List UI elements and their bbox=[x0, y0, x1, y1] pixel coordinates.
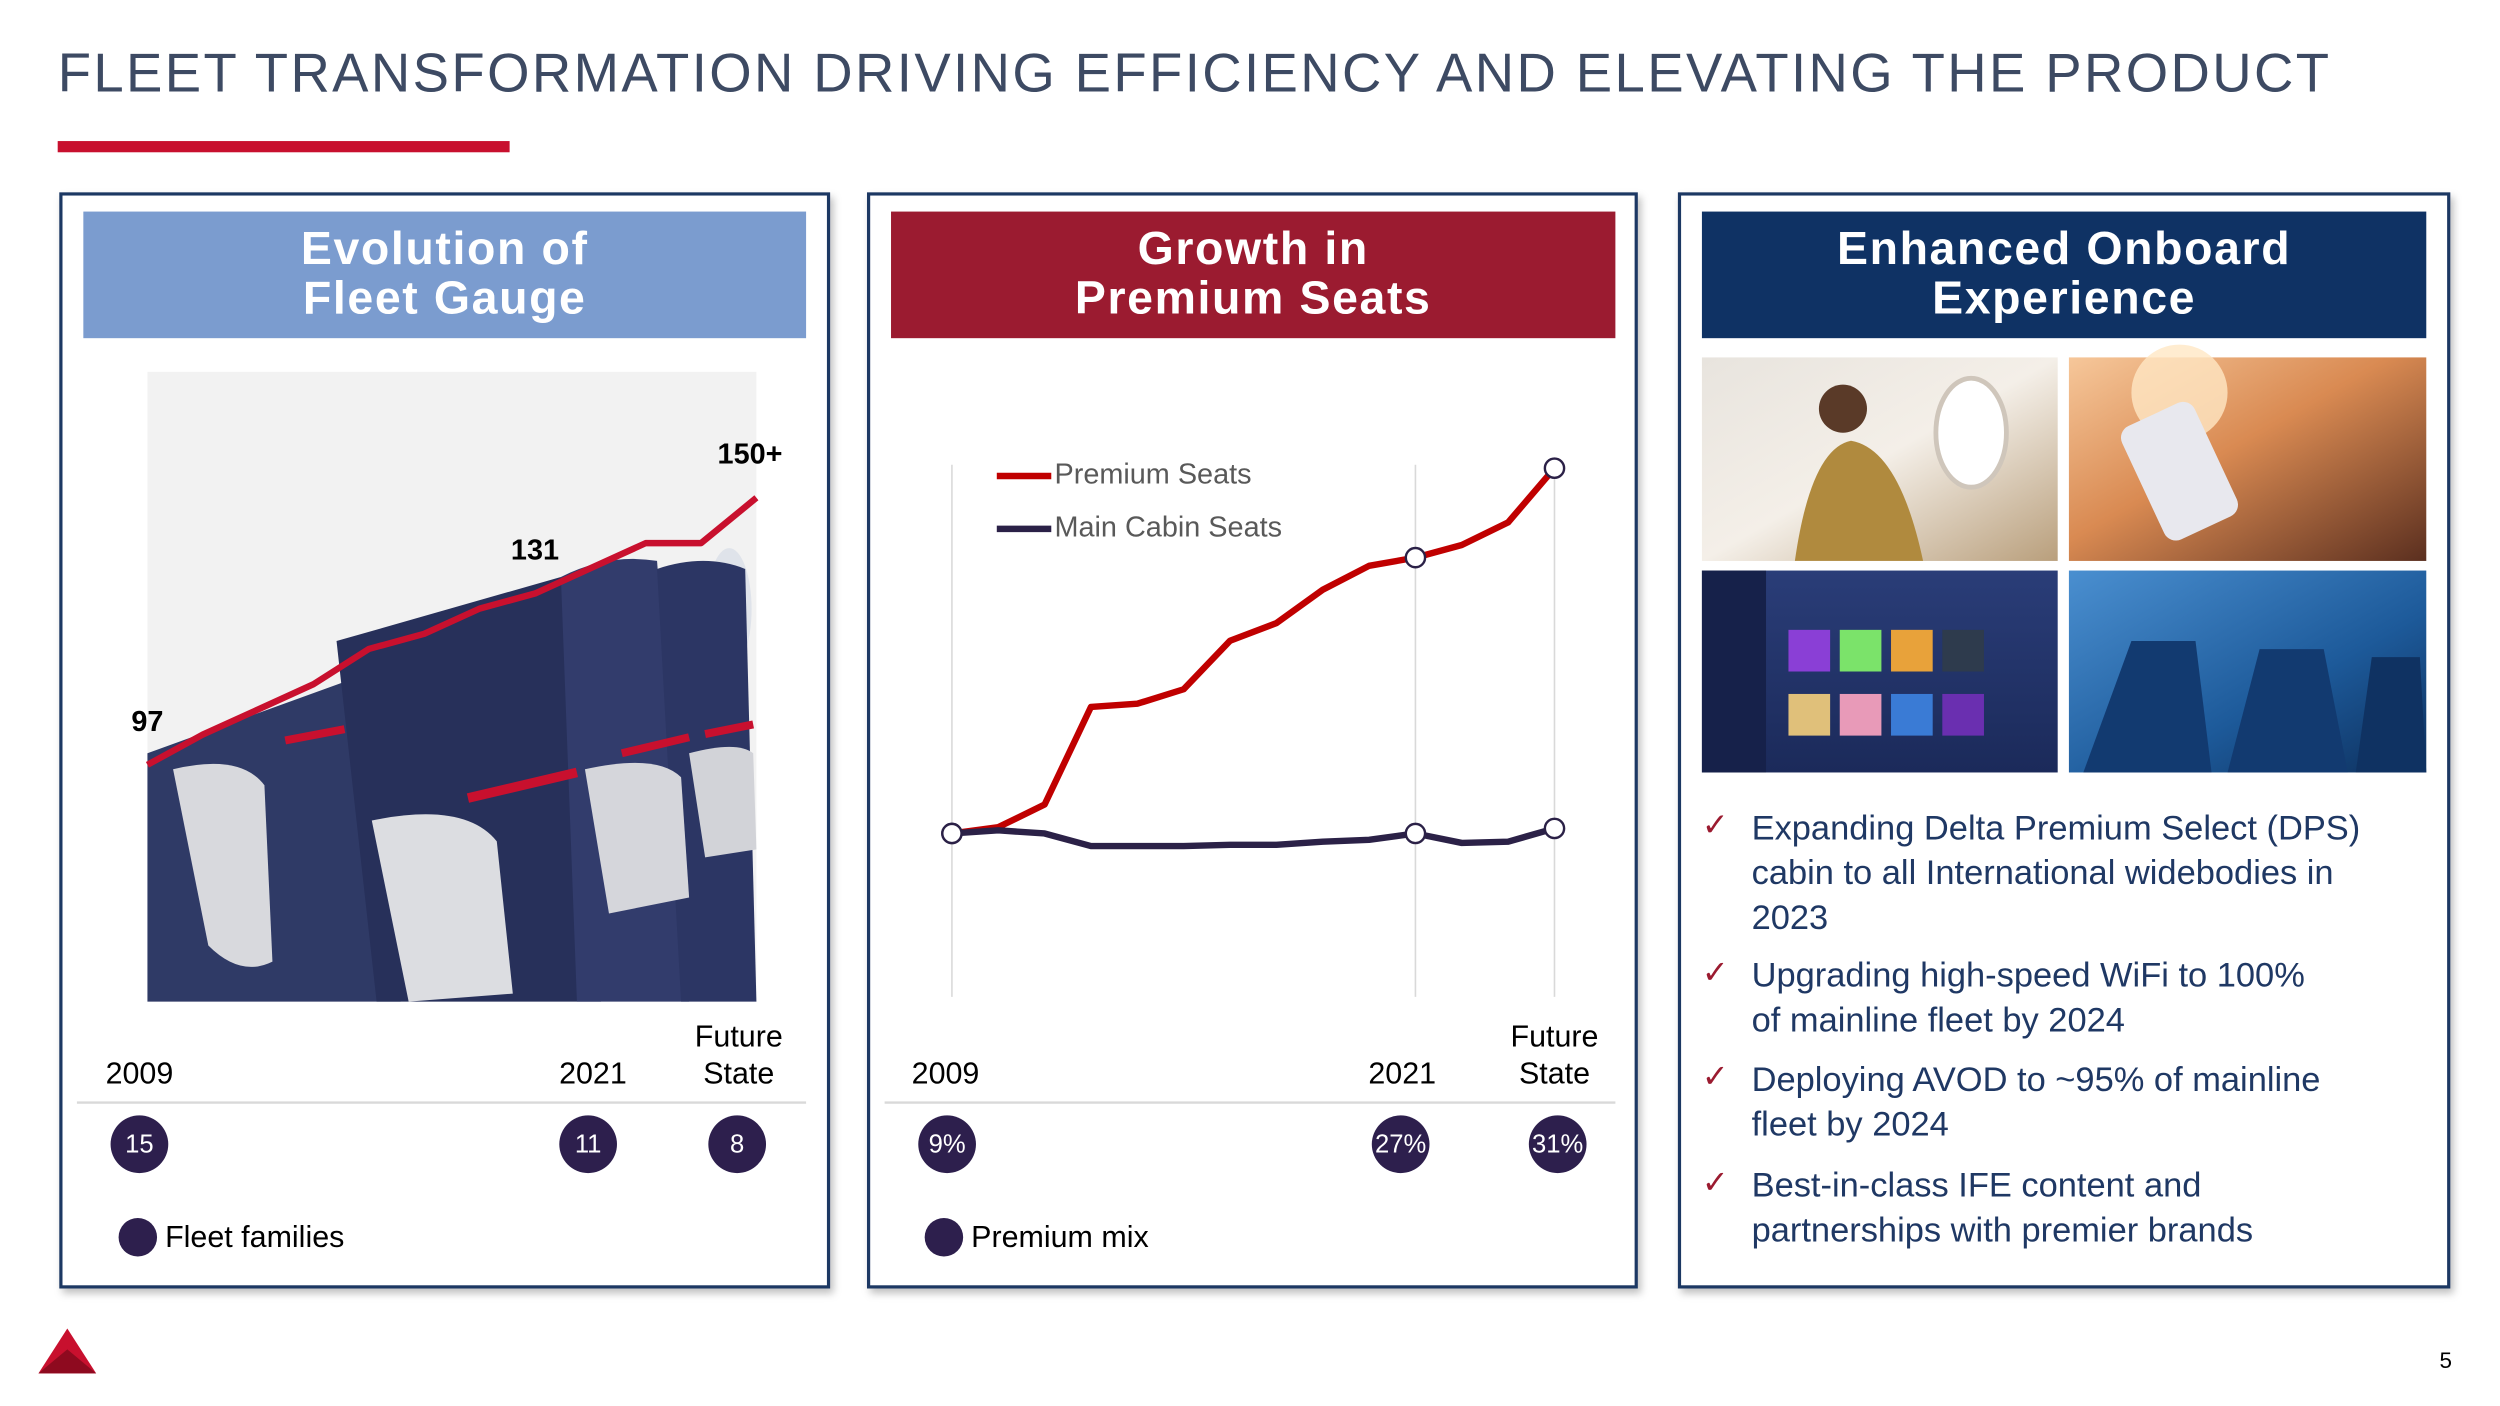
panel-header-text: Fleet Gauge bbox=[303, 272, 587, 324]
x-tick-label: State bbox=[703, 1056, 774, 1090]
point-marker bbox=[941, 822, 963, 845]
onboard-photos bbox=[1701, 344, 2427, 773]
bullet-text: 2023 bbox=[1752, 899, 1829, 937]
legend-label: Main Cabin Seats bbox=[1054, 512, 1282, 544]
mix-bubble bbox=[1528, 1115, 1587, 1174]
title-underline bbox=[57, 141, 510, 153]
bullet-text: Deploying AVOD to ~95% of mainline bbox=[1752, 1061, 2321, 1099]
legend-swatch bbox=[924, 1217, 964, 1257]
data-label: 97 bbox=[131, 706, 163, 738]
bullet-text: fleet by 2024 bbox=[1752, 1106, 1949, 1144]
bullet-text: cabin to all International widebodies in bbox=[1752, 854, 2334, 892]
bullet-check: ✓ bbox=[1702, 954, 1729, 990]
data-label: 131 bbox=[511, 534, 559, 566]
mix-label: 15 bbox=[125, 1131, 154, 1159]
series-line bbox=[951, 466, 1557, 837]
mix-label: 8 bbox=[730, 1131, 744, 1159]
x-tick-label: Future bbox=[695, 1020, 783, 1054]
mix-label: 9% bbox=[929, 1131, 966, 1159]
mix-bubble bbox=[708, 1115, 767, 1174]
seat-photo bbox=[147, 371, 757, 1002]
page-number: 5 bbox=[2439, 1348, 2451, 1373]
bullet-text: Upgrading high-speed WiFi to 100% bbox=[1752, 957, 2305, 995]
panel-header-text: Experience bbox=[1932, 272, 2196, 324]
bullet-text: of mainline fleet by 2024 bbox=[1752, 1002, 2125, 1040]
panel-header bbox=[83, 211, 807, 339]
legend-label: Fleet families bbox=[165, 1220, 344, 1254]
mix-bubble bbox=[110, 1115, 169, 1174]
legend-label: Premium Seats bbox=[1054, 459, 1251, 491]
point-marker bbox=[1543, 457, 1566, 480]
legend-label: Premium mix bbox=[971, 1220, 1149, 1254]
panel-frame bbox=[866, 192, 1638, 1289]
panel-header-text: Premium Seats bbox=[1075, 272, 1432, 324]
panel-header-text: Growth in bbox=[1138, 222, 1369, 274]
x-tick-label: State bbox=[1519, 1056, 1590, 1090]
x-tick-label: 2021 bbox=[559, 1056, 627, 1090]
mix-bubble bbox=[918, 1115, 976, 1174]
legend-swatch bbox=[118, 1217, 158, 1257]
panel-header bbox=[1701, 211, 2427, 339]
series-line bbox=[145, 495, 759, 768]
mix-label: 27% bbox=[1375, 1131, 1426, 1159]
mix-label: 11 bbox=[575, 1131, 602, 1159]
mix-label: 31% bbox=[1532, 1131, 1583, 1159]
x-tick-label: Future bbox=[1511, 1020, 1599, 1054]
x-tick-label: 2009 bbox=[912, 1056, 980, 1090]
x-tick-label: 2021 bbox=[1368, 1056, 1436, 1090]
bullet-text: Best-in-class IFE content and bbox=[1752, 1167, 2202, 1205]
panel-header bbox=[891, 211, 1616, 339]
mix-bubble bbox=[559, 1115, 617, 1174]
slide-title: FLEET TRANSFORMATION DRIVING EFFICIENCY … bbox=[58, 42, 2332, 103]
bullet-text: Expanding Delta Premium Select (DPS) bbox=[1752, 809, 2361, 847]
panel-header-text: Evolution of bbox=[301, 222, 589, 274]
point-marker bbox=[1404, 822, 1427, 845]
point-marker bbox=[1543, 817, 1566, 840]
bullet-check: ✓ bbox=[1702, 1058, 1729, 1094]
delta-logo bbox=[38, 1328, 97, 1374]
bullet-text: partnerships with premier brands bbox=[1752, 1212, 2253, 1250]
bullet-check: ✓ bbox=[1702, 1164, 1729, 1200]
mix-bubble bbox=[1371, 1115, 1430, 1174]
point-marker bbox=[1404, 546, 1427, 569]
bullet-check: ✓ bbox=[1702, 806, 1729, 842]
panel-header-text: Enhanced Onboard bbox=[1837, 222, 2291, 274]
data-label: 150+ bbox=[718, 439, 783, 471]
x-tick-label: 2009 bbox=[106, 1056, 174, 1090]
series-line bbox=[951, 825, 1556, 850]
